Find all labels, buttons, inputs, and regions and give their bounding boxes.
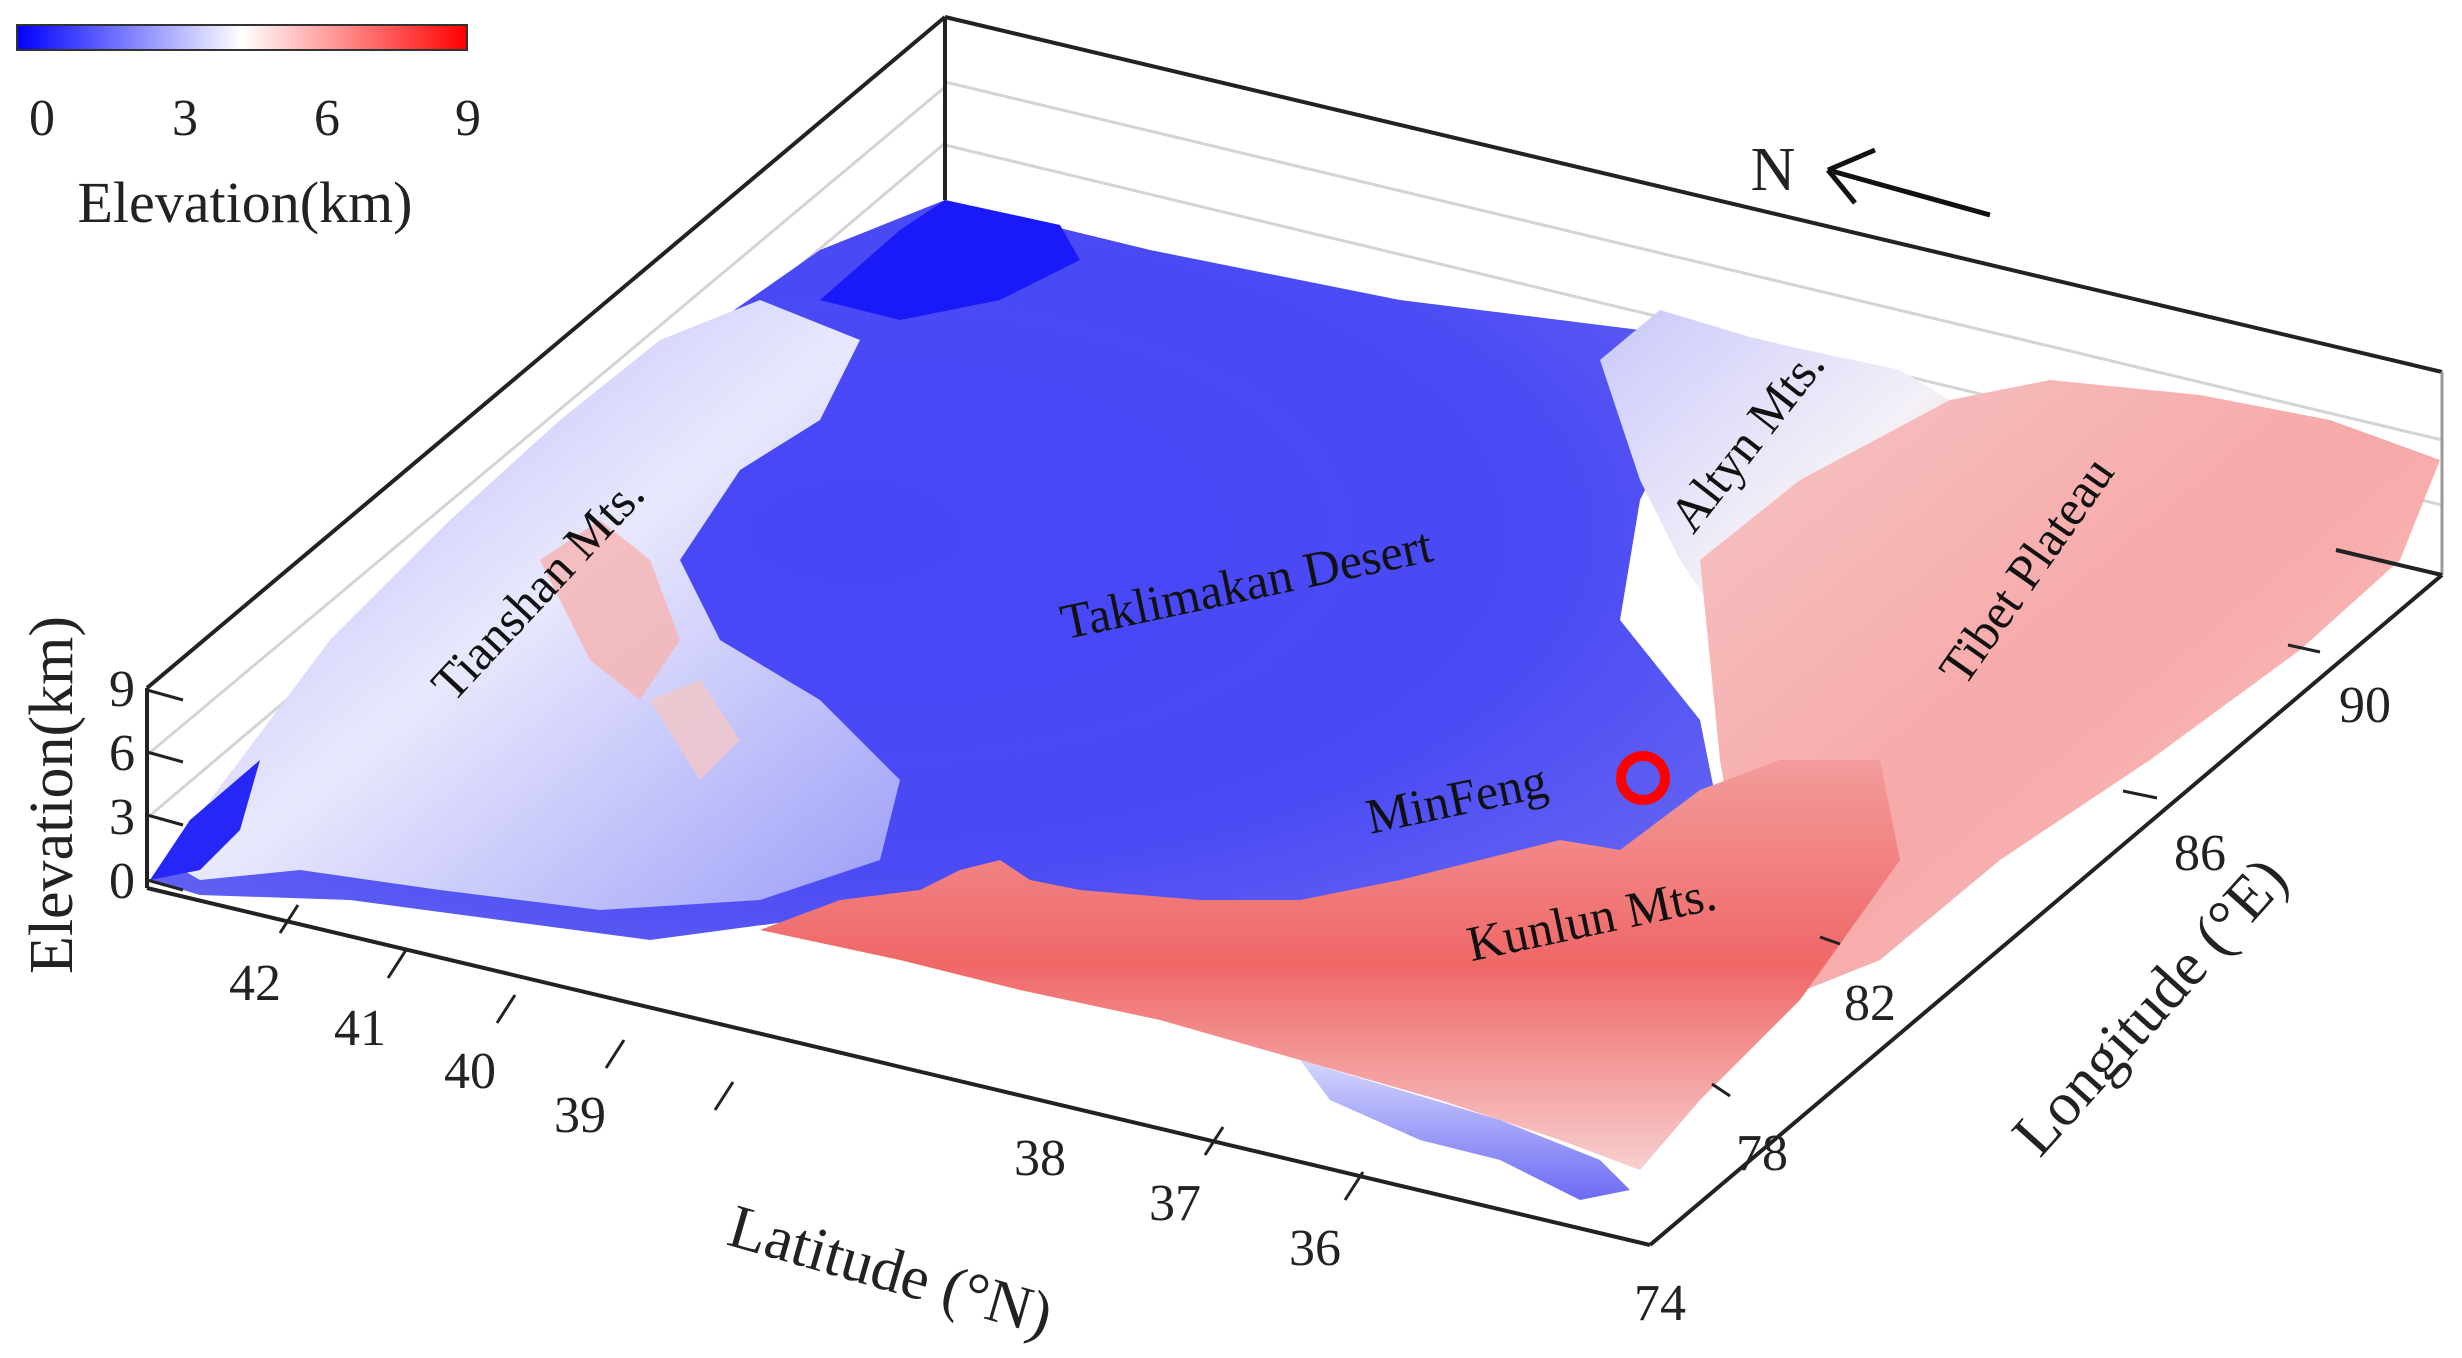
z-tick-label-6: 6 xyxy=(109,725,135,782)
lat-tick-label: 37 xyxy=(1149,1175,1201,1232)
terrain-tianshan-peak xyxy=(540,520,680,700)
lon-tick-label: 90 xyxy=(2339,677,2391,734)
latitude-ticks xyxy=(278,904,1365,1201)
terrain-kunlun xyxy=(760,760,1900,1170)
longitude-ticks xyxy=(1711,643,2321,1098)
lat-tick xyxy=(713,1081,735,1111)
terrain-altyn xyxy=(1600,310,1950,620)
colorbar-tick-3: 3 xyxy=(172,90,198,147)
colorbar-tick-6: 6 xyxy=(314,90,340,147)
terrain-surface xyxy=(150,200,2440,1200)
lon-tick xyxy=(2122,789,2158,800)
colorbar-tick-9: 9 xyxy=(455,90,481,147)
arrow-left-icon xyxy=(1826,147,1991,218)
north-arrow: N xyxy=(1751,136,1991,218)
z-tick xyxy=(146,750,184,764)
terrain-tianshan-peak xyxy=(650,680,740,780)
box-edge xyxy=(145,15,947,690)
lat-tick xyxy=(1343,1171,1365,1201)
terrain-low-corner xyxy=(820,200,1080,320)
lat-tick xyxy=(495,994,517,1024)
lon-tick xyxy=(1819,935,1841,946)
lon-tick-label: 74 xyxy=(1634,1275,1686,1332)
z-tick xyxy=(146,813,184,827)
colorbar-gradient xyxy=(16,24,468,51)
lon-tick-label: 86 xyxy=(2174,825,2226,882)
longitude-axis-line xyxy=(1648,573,2444,1247)
lat-tick xyxy=(604,1039,626,1069)
gridline xyxy=(146,85,946,757)
z-tick xyxy=(146,878,184,892)
lon-tick xyxy=(2287,643,2321,654)
z-tick xyxy=(146,688,184,702)
lon-tick xyxy=(1711,1082,1731,1098)
lat-tick-label: 36 xyxy=(1289,1220,1341,1277)
latitude-axis-line xyxy=(146,886,1651,1247)
colorbar-tick-0: 0 xyxy=(29,90,55,147)
north-label: N xyxy=(1751,136,1796,204)
axes-box-back xyxy=(145,15,2444,820)
minfeng-marker xyxy=(1616,751,1670,805)
z-tick-label-9: 9 xyxy=(109,661,135,718)
lat-tick-label: 40 xyxy=(444,1043,496,1100)
gridline xyxy=(944,80,2443,442)
z-tick-label-0: 0 xyxy=(109,853,135,910)
lat-tick xyxy=(386,949,408,979)
lat-tick-label: 41 xyxy=(334,1000,386,1057)
lat-tick-label: 39 xyxy=(554,1087,606,1144)
box-edge xyxy=(944,15,2443,374)
lon-tick-label: 82 xyxy=(1844,975,1896,1032)
colorbar-title: Elevation(km) xyxy=(77,170,412,235)
terrain-low-strip xyxy=(150,760,260,880)
terrain-front-underside xyxy=(1300,1060,1630,1200)
box-edge xyxy=(2335,548,2443,577)
z-axis-title: Elevation(km) xyxy=(18,616,86,974)
z-tick-label-3: 3 xyxy=(109,789,135,846)
lat-tick xyxy=(1203,1126,1225,1156)
lon-tick-label: 78 xyxy=(1736,1125,1788,1182)
longitude-axis-title: Longitude (°E) xyxy=(2000,845,2301,1169)
colorbar: 0 3 6 9 Elevation(km) xyxy=(16,24,481,235)
lat-tick xyxy=(278,904,300,934)
latitude-axis-title: Latitude (°N) xyxy=(721,1192,1060,1349)
lat-tick-label: 38 xyxy=(1014,1130,1066,1187)
lat-tick-label: 42 xyxy=(229,955,281,1012)
